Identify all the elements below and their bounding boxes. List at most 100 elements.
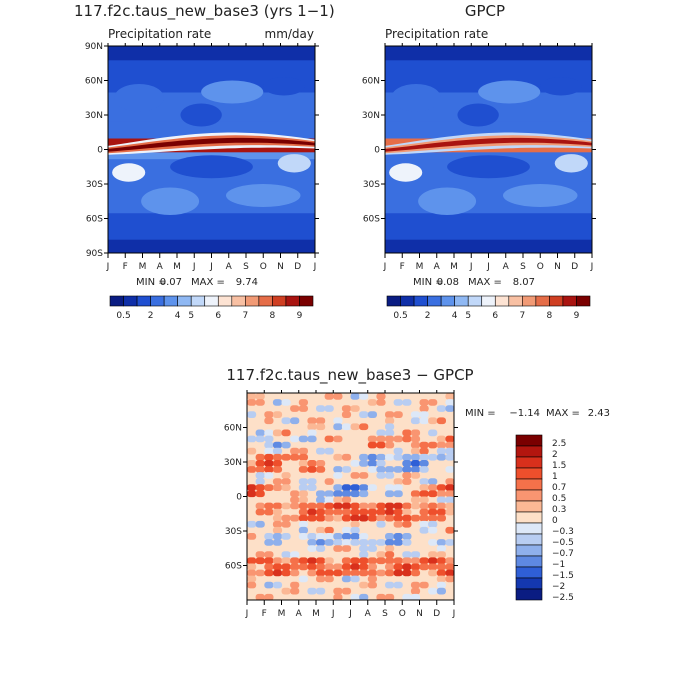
colorbar-swatch — [515, 522, 543, 535]
diff-cell — [341, 484, 352, 491]
y-tick-label: 0 — [97, 146, 103, 156]
panel-a-subtitle-right: mm/day — [265, 27, 315, 41]
diff-cell — [341, 587, 352, 595]
diff-cell — [419, 405, 429, 412]
colorbar-swatch — [245, 295, 260, 307]
diff-cell — [436, 569, 446, 577]
diff-cell — [341, 569, 352, 577]
diff-cell — [359, 569, 369, 577]
diff-cell — [264, 508, 274, 516]
diff-cell — [359, 514, 369, 522]
colorbar-label: 8 — [547, 311, 553, 321]
diff-cell — [402, 508, 412, 516]
diff-cell — [393, 411, 403, 418]
diff-cell — [436, 447, 446, 455]
diff-cell — [272, 502, 283, 510]
colorbar-label: 2 — [552, 450, 558, 460]
x-tick-label: M — [278, 609, 286, 619]
diff-cell — [281, 520, 291, 528]
diff-cell — [316, 545, 326, 552]
colorbar-label: 0.3 — [552, 505, 566, 515]
diff-cell — [333, 484, 343, 491]
panel-b-title: GPCP — [465, 2, 505, 20]
colorbar-swatch — [535, 295, 550, 307]
y-tick-label: 30S — [225, 527, 242, 537]
diff-cell — [359, 453, 369, 461]
x-tick-label: O — [260, 262, 267, 272]
diff-cell — [367, 484, 377, 491]
diff-cell — [341, 453, 352, 461]
diff-cell — [264, 551, 274, 558]
colorbar-swatch — [440, 295, 455, 307]
diff-cell — [333, 569, 343, 577]
diff-cell — [376, 453, 386, 461]
diff-cell — [385, 533, 395, 540]
diff-cell — [445, 441, 454, 449]
diff-cell — [367, 557, 377, 565]
diff-cell — [445, 405, 454, 412]
diff-cell — [255, 593, 265, 600]
diff-cell — [307, 502, 317, 510]
diff-cell — [316, 423, 326, 431]
field-blob — [554, 154, 588, 173]
diff-cell — [410, 466, 421, 473]
field-blob — [170, 155, 253, 179]
diff-cell — [419, 417, 429, 425]
diff-cell — [264, 557, 274, 565]
diff-cell — [428, 587, 438, 595]
diff-cell — [428, 417, 438, 425]
x-tick-label: N — [554, 262, 561, 272]
diff-cell — [350, 405, 360, 412]
colorbar-swatch — [413, 295, 428, 307]
diff-cell — [410, 587, 421, 595]
diff-cell — [445, 399, 454, 406]
diff-cell — [281, 478, 291, 485]
diff-cell — [307, 435, 317, 443]
diff-cell — [376, 466, 386, 473]
field-blob — [225, 184, 301, 207]
colorbar-swatch — [177, 295, 192, 307]
diff-cell — [298, 502, 308, 510]
diff-cell — [419, 453, 429, 461]
panel-c-field — [247, 393, 454, 600]
diff-cell — [436, 563, 446, 571]
diff-cell — [264, 417, 274, 425]
diff-cell — [428, 514, 438, 522]
diff-cell — [307, 563, 317, 571]
diff-cell — [393, 533, 403, 540]
colorbar-swatch — [515, 467, 543, 480]
colorbar-label: 2.5 — [552, 439, 566, 449]
y-tick-label: 30N — [224, 458, 242, 468]
diff-cell — [316, 508, 326, 516]
diff-cell — [376, 593, 386, 600]
diff-cell — [316, 557, 326, 565]
x-tick-label: A — [296, 609, 303, 619]
diff-cell — [367, 502, 377, 510]
diff-cell — [436, 484, 446, 491]
diff-cell — [290, 569, 300, 577]
diff-cell — [350, 539, 360, 546]
diff-cell — [419, 399, 429, 406]
diff-cell — [298, 514, 308, 522]
diff-cell — [376, 551, 386, 558]
diff-cell — [410, 514, 421, 522]
diff-cell — [255, 429, 265, 437]
colorbar-swatch — [109, 295, 124, 307]
diff-cell — [247, 466, 257, 473]
diff-cell — [436, 502, 446, 510]
colorbar-label: 0.5 — [393, 311, 407, 321]
diff-cell — [367, 460, 377, 467]
diff-cell — [324, 569, 334, 577]
x-tick-label: J — [469, 262, 473, 272]
y-tick-label: 0 — [374, 146, 380, 156]
diff-cell — [445, 569, 454, 577]
diff-cell — [428, 508, 438, 516]
colorbar-swatch — [400, 295, 415, 307]
x-tick-label: A — [226, 262, 233, 272]
diff-cell — [376, 472, 386, 479]
diff-cell — [272, 539, 283, 546]
diff-cell — [428, 526, 438, 534]
diff-cell — [307, 539, 317, 546]
colorbar-label: 7 — [519, 311, 525, 321]
